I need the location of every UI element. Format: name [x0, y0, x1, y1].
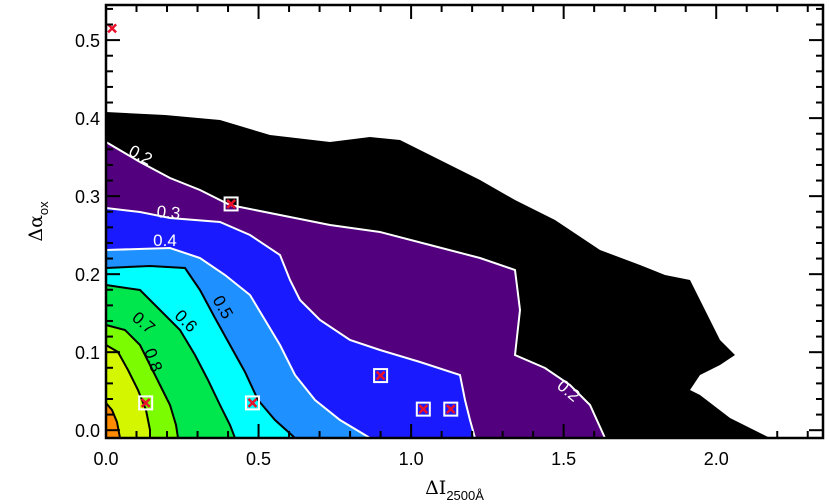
x-tick-label-3: 1.5	[551, 449, 576, 469]
y-tick-label-5: 0.5	[75, 31, 100, 51]
contour-regions	[106, 112, 770, 438]
marker-cross-5	[418, 404, 429, 415]
marker-cross-1	[140, 398, 151, 408]
y-tick-label-1: 0.1	[75, 343, 100, 363]
x-tick-labels: 0.0 0.5 1.0 1.5 2.0	[93, 449, 728, 469]
contour-line-4	[105, 284, 236, 439]
marker-cross-6	[445, 404, 456, 415]
x-axis-title: ΔI2500Å	[425, 477, 484, 503]
y-tick-label-4: 0.4	[75, 109, 100, 129]
marker-cross-4	[375, 370, 386, 381]
marker-box-3	[373, 368, 389, 384]
x-tick-label-0: 0.0	[93, 449, 118, 469]
marker-box-0	[138, 395, 154, 411]
marker-box-2	[223, 196, 239, 212]
marker-box-5	[443, 401, 459, 417]
contour-line-1	[105, 207, 476, 439]
plot-frame	[104, 3, 825, 440]
y-axis-title: Δαox	[25, 201, 51, 242]
contour-label-2: 0.4	[153, 231, 177, 250]
contour-line-5	[105, 324, 179, 439]
x-axis-title-subscript: 2500Å	[446, 488, 484, 503]
axis-ticks	[105, 5, 823, 438]
x-axis-title-main: ΔI	[425, 477, 446, 499]
marker-cross-3	[226, 199, 236, 209]
y-tick-labels: 0.0 0.1 0.2 0.3 0.4 0.5	[75, 31, 100, 441]
contour-region-0-9	[106, 345, 150, 438]
contour-line-3	[105, 264, 296, 439]
y-axis-title-main: Δα	[25, 215, 47, 242]
x-tick-label-4: 2.0	[704, 449, 729, 469]
marker-box-1	[244, 395, 260, 411]
contour-line-0	[105, 141, 606, 439]
y-tick-label-2: 0.2	[75, 265, 100, 285]
y-axis-title-subscript: ox	[36, 201, 51, 215]
y-tick-label-3: 0.3	[75, 187, 100, 207]
contour-label-1: 0.3	[156, 202, 181, 223]
marker-cross-0	[107, 23, 117, 34]
x-tick-label-2: 1.0	[399, 449, 424, 469]
x-tick-label-1: 0.5	[246, 449, 271, 469]
contour-line-2	[105, 246, 371, 439]
y-tick-label-0: 0.0	[75, 421, 100, 441]
contour-lines	[105, 141, 606, 439]
marker-box-4	[415, 401, 431, 417]
marker-cross-2	[247, 398, 258, 408]
data-markers	[107, 23, 459, 417]
